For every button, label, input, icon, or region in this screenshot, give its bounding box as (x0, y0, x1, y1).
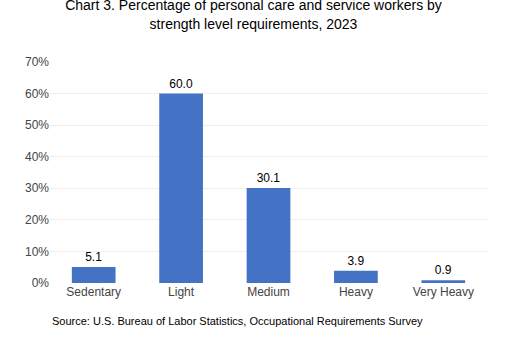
svg-text:0.9: 0.9 (435, 263, 452, 277)
svg-text:30.1: 30.1 (257, 171, 281, 185)
svg-text:Heavy: Heavy (339, 285, 373, 299)
svg-text:30%: 30% (25, 181, 49, 195)
svg-text:10%: 10% (25, 245, 49, 259)
svg-text:50%: 50% (25, 118, 49, 132)
svg-text:Light: Light (168, 285, 195, 299)
svg-text:Chart 3. Percentage of persona: Chart 3. Percentage of personal care and… (65, 0, 442, 32)
svg-text:Sedentary: Sedentary (66, 285, 121, 299)
svg-text:Medium: Medium (247, 285, 290, 299)
svg-text:20%: 20% (25, 213, 49, 227)
svg-text:60%: 60% (25, 87, 49, 101)
svg-text:Source: U.S. Bureau of Labor S: Source: U.S. Bureau of Labor Statistics,… (52, 315, 423, 327)
svg-text:0%: 0% (32, 276, 50, 290)
svg-text:70%: 70% (25, 55, 49, 69)
svg-text:3.9: 3.9 (347, 254, 364, 268)
svg-text:40%: 40% (25, 150, 49, 164)
svg-text:60.0: 60.0 (169, 77, 193, 91)
svg-text:5.1: 5.1 (85, 250, 102, 264)
svg-text:Very Heavy: Very Heavy (413, 285, 474, 299)
